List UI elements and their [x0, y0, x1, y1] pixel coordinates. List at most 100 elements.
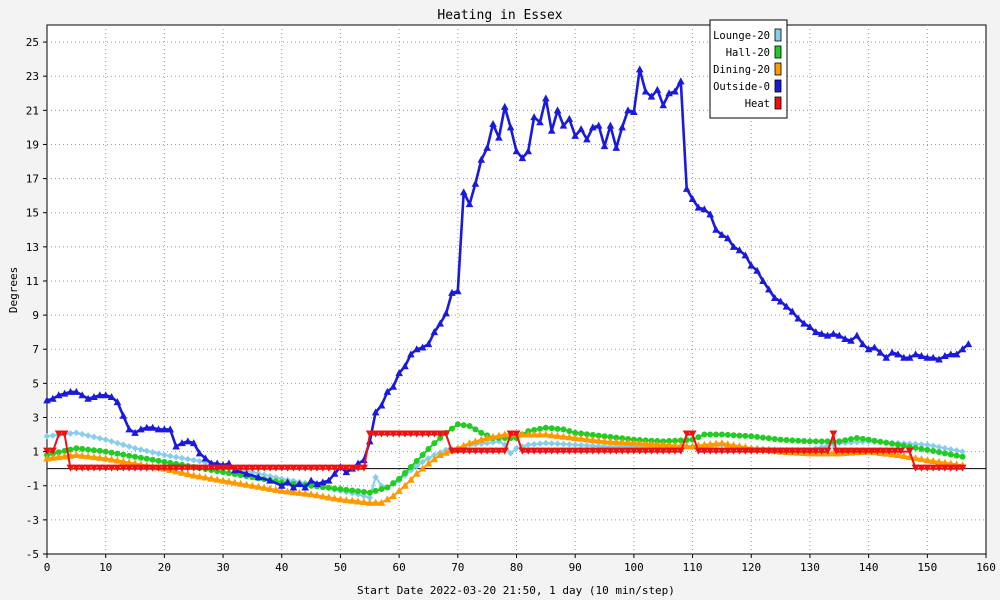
data-point: [483, 143, 491, 151]
data-point: [312, 464, 321, 472]
data-point: [554, 440, 561, 448]
data-point: [923, 464, 932, 472]
data-point: [729, 447, 738, 455]
data-point: [929, 353, 937, 361]
data-point: [101, 464, 110, 472]
data-point: [60, 389, 69, 397]
data-point: [583, 135, 591, 143]
data-point: [647, 447, 656, 455]
data-point: [389, 430, 398, 438]
data-point: [788, 307, 797, 315]
data-point: [167, 459, 174, 466]
data-point: [647, 440, 656, 448]
data-point: [242, 469, 251, 477]
data-point: [595, 432, 602, 439]
data-point: [60, 430, 69, 438]
data-point: [929, 442, 937, 450]
data-point: [812, 328, 820, 336]
data-point: [242, 464, 251, 472]
data-point: [601, 433, 608, 440]
data-point: [600, 142, 609, 150]
data-point: [166, 464, 175, 472]
data-point: [412, 430, 421, 438]
data-point: [448, 288, 456, 296]
data-point: [800, 319, 808, 327]
data-point: [547, 126, 556, 134]
data-point: [178, 439, 186, 447]
data-point: [73, 445, 80, 452]
data-point: [465, 447, 474, 455]
data-point: [935, 464, 944, 472]
data-point: [66, 387, 75, 395]
data-point: [324, 464, 333, 472]
data-point: [178, 454, 186, 462]
data-point: [155, 450, 162, 457]
data-point: [236, 464, 245, 472]
data-point: [67, 446, 74, 453]
data-point: [483, 439, 491, 447]
y-tick-label: 13: [26, 241, 39, 254]
data-point: [524, 430, 533, 438]
data-point: [360, 488, 367, 495]
y-tick-label: 1: [32, 446, 39, 459]
data-point: [389, 382, 398, 390]
x-tick-label: 90: [569, 561, 582, 574]
data-point: [542, 439, 550, 447]
data-point: [125, 464, 134, 472]
data-point: [530, 447, 539, 455]
data-point: [891, 447, 900, 455]
data-point: [85, 446, 92, 453]
data-point: [864, 345, 873, 353]
data-point: [847, 336, 855, 344]
chart-title: Heating in Essex: [437, 8, 562, 23]
data-point: [343, 486, 350, 493]
data-point: [436, 319, 445, 327]
data-point: [836, 438, 843, 445]
data-point: [377, 430, 386, 438]
data-point: [753, 266, 761, 274]
y-tick-label: -5: [26, 548, 39, 561]
data-point: [219, 464, 228, 472]
data-point: [372, 473, 379, 481]
data-point: [583, 442, 591, 449]
data-point: [371, 498, 380, 506]
data-point: [964, 340, 973, 348]
data-point: [789, 437, 796, 444]
data-point: [407, 475, 415, 483]
data-point: [941, 458, 949, 466]
data-point: [624, 447, 633, 455]
data-point: [677, 77, 685, 85]
data-point: [794, 447, 803, 455]
data-point: [78, 430, 86, 438]
y-tick-label: 7: [32, 343, 39, 356]
data-point: [459, 188, 468, 196]
x-tick-label: 10: [99, 561, 112, 574]
data-point: [148, 464, 157, 472]
data-point: [337, 486, 344, 493]
data-point: [137, 425, 145, 433]
data-point: [559, 432, 568, 440]
data-point: [958, 345, 967, 353]
data-point: [266, 484, 274, 492]
data-point: [177, 464, 186, 472]
data-point: [801, 438, 808, 445]
data-point: [73, 429, 80, 437]
data-point: [577, 125, 585, 133]
data-point: [512, 430, 521, 438]
data-point: [723, 234, 732, 242]
data-point: [412, 469, 421, 477]
data-point: [800, 447, 809, 455]
data-point: [254, 473, 263, 481]
data-point: [566, 428, 573, 435]
data-point: [390, 480, 397, 487]
legend-swatch-dining-20: [774, 62, 782, 76]
data-point: [641, 447, 650, 455]
data-point: [524, 147, 533, 155]
data-point: [272, 485, 280, 493]
data-point: [483, 433, 491, 441]
y-tick-label: 15: [26, 207, 39, 220]
data-point: [54, 453, 63, 461]
data-point: [190, 456, 198, 464]
data-point: [624, 106, 632, 114]
data-point: [207, 464, 216, 472]
